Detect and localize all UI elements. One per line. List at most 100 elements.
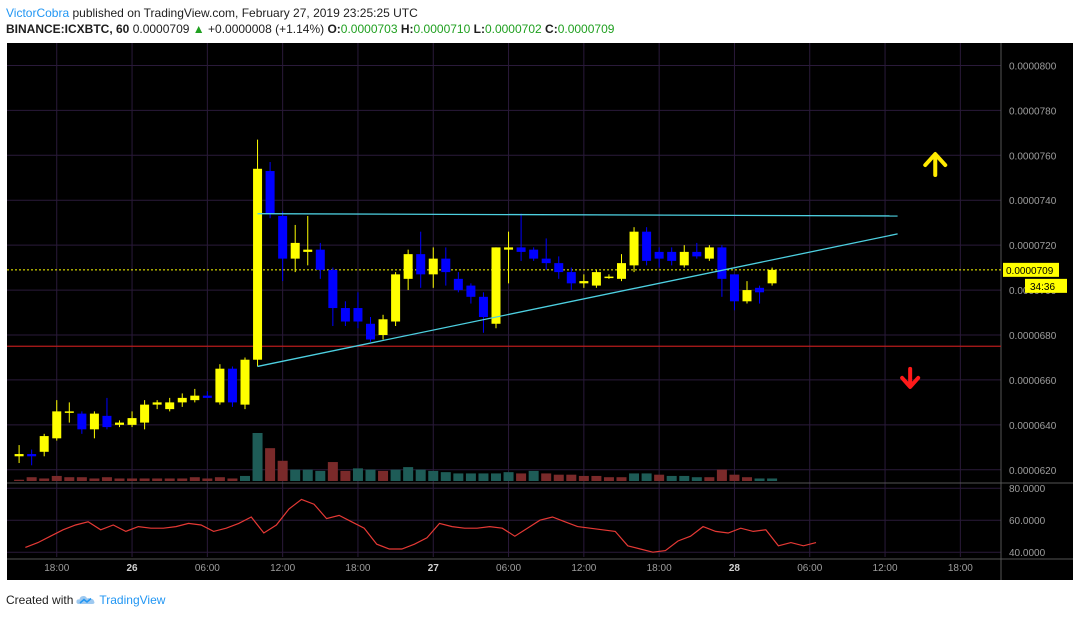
volume-bar (591, 475, 602, 481)
candle-body (428, 258, 438, 275)
arrow-down-icon (900, 366, 921, 389)
volume-bar (415, 469, 426, 481)
volume-bar (152, 478, 163, 481)
change-text: +0.0000008 (+1.14%) (208, 22, 325, 36)
price-tick-label: 0.0000720 (1009, 241, 1057, 252)
volume-bar (352, 468, 363, 481)
volume-bar (315, 470, 326, 481)
time-tick-label: 12:00 (873, 563, 898, 574)
candle-body (629, 231, 639, 266)
open-value: 0.0000703 (340, 22, 398, 36)
volume-bar (541, 473, 552, 481)
volume-bar (666, 475, 677, 481)
symbol-label[interactable]: BINANCE:ICXBTC, 60 (6, 22, 130, 36)
volume-bar (679, 475, 690, 481)
volume-bar (26, 477, 37, 481)
candle-body (353, 308, 363, 322)
candle-body (504, 247, 514, 250)
volume-bar (378, 470, 389, 481)
volume-bar (177, 478, 188, 481)
rsi-tick-label: 60.0000 (1009, 516, 1046, 527)
publish-line: VictorCobra published on TradingView.com… (6, 5, 1066, 21)
volume-bar (503, 472, 514, 481)
volume-bar (214, 477, 225, 481)
last-price-text: 0.0000709 (132, 22, 190, 36)
volume-bar (240, 475, 250, 481)
volume-bar (629, 473, 640, 481)
candle-body (14, 454, 24, 457)
candle-body (466, 285, 476, 297)
candle-body (378, 319, 388, 335)
chart-area[interactable]: 0.0000800 0.0000780 0.0000760 0.0000740 0.00… (7, 43, 1073, 580)
candle-body (617, 263, 626, 279)
volume-bar (365, 469, 376, 481)
candle-body (64, 411, 74, 413)
volume-bar (101, 477, 112, 481)
candle-body (729, 274, 739, 302)
open-label: O: (327, 22, 341, 36)
rsi-line (25, 498, 817, 553)
candle-body (591, 272, 601, 286)
candle-body (579, 281, 589, 284)
change-up-icon: ▲ (192, 22, 205, 36)
rsi-tick-label: 80.0000 (1009, 484, 1046, 495)
volume-bar (716, 469, 727, 481)
price-tick-label: 0.0000780 (1009, 106, 1057, 117)
volume-bar (491, 473, 501, 481)
candle-body (340, 308, 350, 322)
candle-body (441, 258, 451, 273)
tradingview-link[interactable]: TradingView (99, 593, 166, 607)
volume-bar (440, 472, 451, 481)
volume-bar (767, 478, 778, 481)
candle-body (403, 254, 413, 279)
volume-bar (14, 479, 25, 481)
candle-body (102, 415, 112, 428)
time-tick-label: 06:00 (195, 563, 220, 574)
volume-bar (139, 478, 150, 481)
candle-body (290, 242, 300, 259)
volume-bar (114, 478, 125, 481)
candle-body (328, 269, 338, 309)
price-tick-label: 0.0000740 (1009, 196, 1057, 207)
volume-bar (742, 477, 752, 481)
candle-body (127, 418, 137, 425)
candle-body (303, 249, 313, 252)
volume-bar (528, 470, 539, 481)
candle-body (265, 171, 275, 214)
candle-body (654, 251, 664, 259)
candle-body (315, 249, 325, 270)
candle-body (227, 368, 237, 403)
volume-bar (76, 477, 87, 481)
volume-bar (616, 477, 627, 481)
volume-bar (729, 474, 740, 481)
volume-bar (39, 478, 50, 481)
chart-canvas[interactable]: 0.0000800 0.0000780 0.0000760 0.0000740 0.00… (7, 43, 1073, 580)
candle-body (391, 274, 401, 322)
volume-bar (428, 470, 439, 481)
price-tick-label: 0.0000620 (1009, 466, 1057, 477)
volume-bar (277, 460, 288, 481)
author-link[interactable]: VictorCobra (6, 6, 70, 20)
last-price-badge-label: 0.0000709 (1006, 266, 1054, 277)
candle-body (566, 272, 576, 284)
volume-bar (202, 478, 213, 481)
time-tick-label: 27 (428, 563, 440, 574)
volume-bar (654, 474, 665, 481)
volume-bar (403, 467, 414, 481)
candle-body (679, 251, 689, 266)
candle-body (491, 247, 501, 324)
footer: Created with TradingView (6, 592, 165, 608)
volume-bar (516, 473, 527, 481)
price-tick-label: 0.0000800 (1009, 61, 1057, 72)
volume-bar (553, 474, 564, 481)
volume-bar (704, 477, 715, 481)
price-tick-label: 0.0000680 (1009, 331, 1057, 342)
candle-body (704, 247, 714, 259)
candle-body (89, 413, 99, 430)
price-tick-label: 0.0000640 (1009, 421, 1057, 432)
volume-bar (691, 477, 702, 481)
candle-body (755, 287, 765, 293)
candle-body (554, 263, 564, 273)
candle-body (717, 247, 727, 279)
countdown-badge (1025, 278, 1067, 293)
